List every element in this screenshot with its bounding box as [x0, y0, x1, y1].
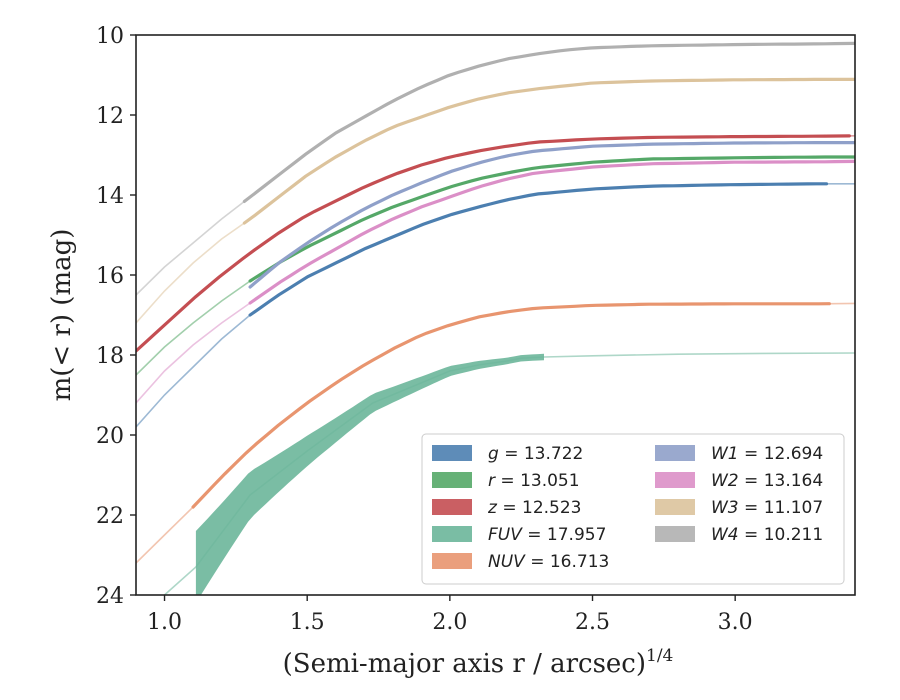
legend-swatch-nuv: [432, 553, 472, 569]
legend-swatch-z: [432, 499, 472, 515]
series-w2-band: [248, 159, 855, 305]
y-axis-label: m(< r) (mag): [47, 229, 77, 402]
legend: g = 13.722 r = 13.051 z = 12.523 FUV = 17.9…: [421, 433, 845, 585]
legend-swatch-g: [432, 445, 472, 461]
y-tick-label: 18: [96, 344, 124, 369]
series-w1-line: [249, 141, 855, 288]
x-tick-label: 1.5: [290, 610, 325, 635]
legend-swatch-w3: [655, 499, 695, 515]
series-w2-line: [136, 160, 855, 404]
legend-entry-nuv: NUV = 16.713: [488, 552, 609, 572]
legend-box: [421, 433, 845, 585]
legend-swatch-fuv: [432, 526, 472, 542]
x-tick-label: 2.0: [432, 610, 467, 635]
x-tick-label: 1.0: [147, 610, 182, 635]
legend-swatch-w4: [655, 526, 695, 542]
legend-entry-w1: W1 = 12.694: [711, 444, 823, 464]
legend-entry-w2: W2 = 13.164: [711, 471, 823, 491]
legend-entry-w4: W4 = 10.211: [711, 525, 823, 545]
series-r-band: [248, 155, 855, 283]
x-tick-label: 2.5: [575, 610, 610, 635]
y-tick-label: 16: [96, 264, 124, 289]
series-w3-band: [242, 77, 855, 225]
series-fuv-band: [195, 353, 544, 595]
y-tick-label: 20: [96, 424, 124, 449]
legend-swatch-r: [432, 472, 472, 488]
x-axis-label: (Semi-major axis r / arcsec)1/4: [283, 646, 674, 679]
x-tick-label: 3.0: [718, 610, 753, 635]
legend-entry-g: g = 13.722: [488, 444, 583, 464]
series-nuv-band: [191, 302, 831, 509]
series-w1-band: [248, 141, 855, 289]
y-tick-label: 10: [96, 24, 124, 49]
legend-swatch-w2: [655, 472, 695, 488]
series-z-band: [136, 134, 851, 353]
legend-entry-w3: W3 = 11.107: [711, 498, 823, 518]
series-z-line: [136, 135, 855, 352]
y-tick-label: 22: [96, 504, 124, 529]
y-tick-label: 12: [96, 104, 124, 129]
series-w4-band: [242, 41, 855, 203]
legend-entry-r: r = 13.051: [488, 471, 580, 491]
series-g-band: [248, 182, 829, 317]
plot-frame: [135, 34, 856, 596]
legend-entry-z: z = 12.523: [487, 498, 581, 518]
legend-entry-fuv: FUV = 17.957: [488, 525, 606, 545]
series-r-line: [136, 156, 855, 376]
y-tick-label: 14: [96, 184, 124, 209]
legend-swatch-w1: [655, 445, 695, 461]
y-tick-label: 24: [96, 584, 124, 609]
